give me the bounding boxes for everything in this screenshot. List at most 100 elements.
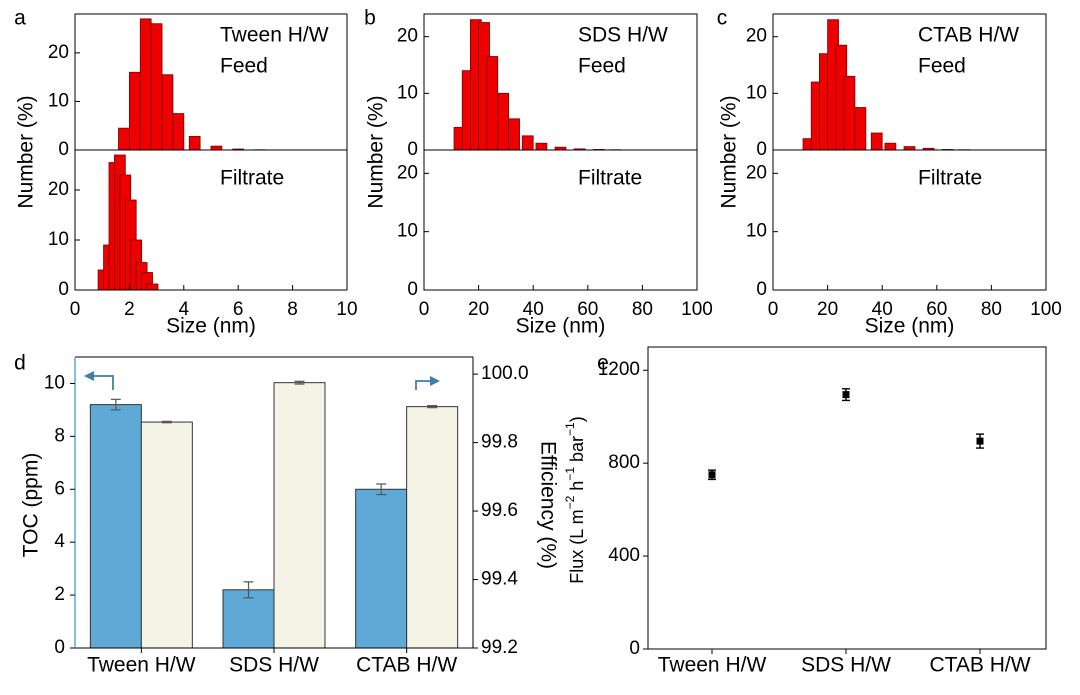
y-axis-label-superscript: −1 — [563, 467, 577, 481]
x-tick-label: 20 — [817, 299, 838, 320]
y-tick-label-feed: 10 — [397, 82, 418, 103]
histogram-bar-feed — [521, 135, 534, 151]
y-axis-label-part: bar — [567, 436, 587, 467]
y-tick-label-feed: 0 — [58, 139, 69, 160]
x-tick-label: 0 — [70, 299, 81, 320]
panel-letter: b — [364, 7, 376, 30]
x-tick-label: 4 — [179, 299, 190, 320]
y-tick-label-filtrate: 0 — [407, 279, 418, 300]
histogram-bar-feed — [497, 92, 510, 151]
toc-bar — [89, 404, 142, 649]
histogram-bar-feed — [854, 107, 867, 151]
data-point — [842, 391, 850, 399]
y-tick-label: 6 — [54, 478, 65, 499]
x-tick-label: 8 — [287, 299, 298, 320]
filtrate-title: Filtrate — [220, 167, 284, 190]
y-axis-label: TOC (ppm) — [20, 453, 43, 558]
y-tick-label: 4 — [54, 531, 65, 552]
y-tick-label: 400 — [608, 545, 640, 566]
x-tick-label: 100 — [1030, 299, 1062, 320]
histogram-bar-feed — [870, 132, 883, 151]
histogram-bar-feed — [161, 74, 174, 151]
feed-subtitle: Feed — [918, 55, 966, 78]
x-tick-label: 6 — [233, 299, 244, 320]
panel-letter: a — [14, 7, 26, 30]
y-axis-label-part: Flux (L m — [567, 509, 587, 583]
plot-frame — [647, 346, 1047, 650]
y-tick-label: 2 — [54, 584, 65, 605]
data-point — [976, 437, 984, 445]
x-tick-label: 0 — [768, 299, 779, 320]
y-tick-label: 1200 — [598, 359, 640, 380]
y-axis-label-superscript: −1 — [563, 422, 577, 436]
y-axis-label-superscript: −2 — [563, 495, 577, 509]
histogram-bar-feed — [508, 118, 520, 151]
efficiency-bar — [140, 421, 193, 649]
filtrate-plot-frame — [772, 149, 1047, 291]
x-category-label: SDS H/W — [229, 654, 319, 677]
x-tick-label: 40 — [523, 299, 544, 320]
histogram-bar-feed — [210, 145, 223, 151]
filtrate-title: Filtrate — [918, 167, 982, 190]
histogram-bar-filtrate — [146, 283, 159, 291]
filtrate-title: Filtrate — [578, 167, 642, 190]
y-axis-label: Number (%) — [15, 95, 38, 208]
toc-axis-arrow — [88, 375, 114, 390]
y-tick-label: 800 — [608, 452, 640, 473]
y-tick-label-filtrate: 20 — [48, 179, 69, 200]
panel-d: Tween H/W SDS H/W CTAB H/W 0 2 4 6 8 10 99.2 99.4 9… — [14, 352, 559, 677]
y2-tick-label: 99.6 — [481, 500, 518, 521]
efficiency-bar — [406, 406, 459, 649]
filtrate-plot-frame — [423, 149, 698, 291]
feed-title: CTAB H/W — [918, 24, 1019, 47]
x-tick-label: 10 — [336, 299, 357, 320]
y-axis-label-part: ) — [567, 416, 587, 422]
y-tick-label-filtrate: 10 — [397, 221, 418, 242]
y-tick-label-filtrate: 20 — [397, 162, 418, 183]
histogram-bar-feed — [139, 18, 152, 151]
efficiency-axis-arrow — [415, 380, 436, 390]
feed-subtitle: Feed — [578, 55, 626, 78]
y2-tick-label: 99.8 — [481, 432, 518, 453]
y2-tick-label: 99.4 — [481, 569, 518, 590]
feed-subtitle: Feed — [220, 55, 268, 78]
panel-letter: e — [597, 352, 609, 375]
y-tick-label-filtrate: 0 — [58, 279, 69, 300]
y2-axis-label: Efficiency (%) — [536, 441, 559, 569]
histogram-bar-feed — [843, 75, 856, 151]
y-axis-label: Number (%) — [365, 95, 388, 208]
y-tick-label-filtrate: 0 — [756, 279, 767, 300]
efficiency-bar — [273, 382, 326, 649]
x-category-label: Tween H/W — [87, 654, 196, 677]
y-axis-label: Number (%) — [718, 95, 741, 208]
x-tick-label: 80 — [981, 299, 1002, 320]
y-axis-label-part: h — [567, 481, 587, 496]
panel-e: 0 400 800 1200 Tween H/W SDS H/W CTAB H/W Flux … — [563, 346, 1047, 677]
x-axis-label: Size (nm) — [516, 315, 606, 338]
filtrate-plot-frame — [74, 149, 348, 291]
histogram-bar-feed — [172, 113, 185, 151]
y-tick-label-feed: 10 — [746, 82, 767, 103]
x-tick-label: 20 — [468, 299, 489, 320]
histogram-bar-feed — [486, 56, 499, 151]
histogram-bar-feed — [118, 127, 130, 151]
x-category-label: Tween H/W — [658, 654, 767, 677]
y-tick-label-filtrate: 10 — [746, 221, 767, 242]
toc-bar — [355, 488, 408, 649]
x-axis-label: Size (nm) — [865, 315, 955, 338]
y-tick-label-feed: 20 — [397, 26, 418, 47]
x-tick-label: 60 — [926, 299, 947, 320]
x-tick-label: 2 — [124, 299, 135, 320]
histogram-bar-feed — [884, 142, 897, 151]
x-axis-label: Size (nm) — [166, 315, 256, 338]
x-tick-label: 40 — [872, 299, 893, 320]
panel-letter: c — [717, 7, 728, 30]
y2-tick-label: 99.2 — [481, 637, 518, 658]
histogram-bar-feed — [128, 71, 141, 151]
y-tick-label: 0 — [629, 638, 640, 659]
arrow-head — [430, 376, 440, 386]
